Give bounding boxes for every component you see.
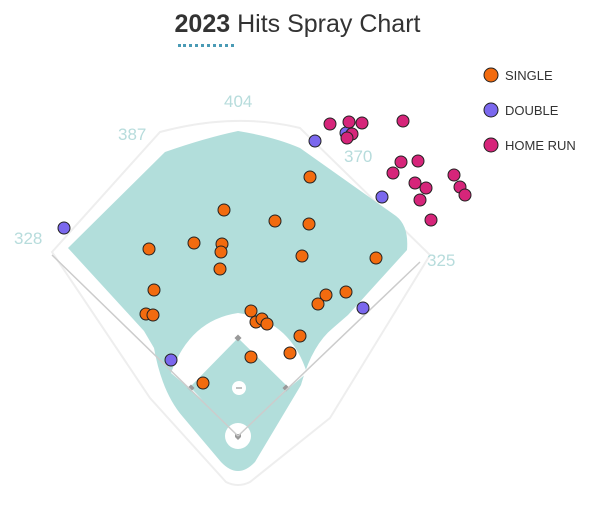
fence-distance-left-center: 387 bbox=[118, 125, 146, 144]
left-foul-line bbox=[51, 254, 239, 437]
fence-distance-left: 328 bbox=[14, 229, 42, 248]
point-single-0 bbox=[303, 170, 317, 184]
outfield-grass bbox=[68, 131, 408, 471]
third-base bbox=[187, 384, 195, 392]
second-base bbox=[234, 334, 242, 342]
point-home-run-14 bbox=[413, 193, 427, 207]
title-text: Hits Spray Chart bbox=[237, 10, 421, 38]
point-home-run-1 bbox=[342, 115, 356, 129]
fence-distance-right-center: 370 bbox=[344, 147, 372, 166]
chart-title: 2023 Hits Spray Chart bbox=[0, 10, 595, 39]
legend-marker-double bbox=[483, 102, 499, 118]
point-home-run-2 bbox=[355, 116, 369, 130]
point-home-run-5 bbox=[340, 131, 354, 145]
point-single-7 bbox=[214, 245, 228, 259]
point-home-run-3 bbox=[396, 114, 410, 128]
point-home-run-15 bbox=[424, 213, 438, 227]
point-home-run-6 bbox=[394, 155, 408, 169]
point-single-12 bbox=[319, 288, 333, 302]
point-single-16 bbox=[146, 308, 160, 322]
point-double-0 bbox=[57, 221, 71, 235]
point-single-3 bbox=[302, 217, 316, 231]
point-double-3 bbox=[375, 190, 389, 204]
point-double-1 bbox=[308, 134, 322, 148]
point-single-10 bbox=[213, 262, 227, 276]
point-single-11 bbox=[147, 283, 161, 297]
point-home-run-11 bbox=[419, 181, 433, 195]
point-single-20 bbox=[260, 317, 274, 331]
point-single-24 bbox=[196, 376, 210, 390]
point-single-8 bbox=[295, 249, 309, 263]
point-single-23 bbox=[244, 350, 258, 364]
point-home-run-10 bbox=[408, 176, 422, 190]
point-single-9 bbox=[369, 251, 383, 265]
hit-points bbox=[57, 114, 472, 390]
title-year: 2023 bbox=[174, 10, 231, 38]
point-double-5 bbox=[164, 353, 178, 367]
legend-label-home-run: HOME RUN bbox=[505, 138, 576, 153]
point-single-4 bbox=[142, 242, 156, 256]
first-base bbox=[282, 384, 290, 392]
legend-label-double: DOUBLE bbox=[505, 103, 559, 118]
point-single-2 bbox=[268, 214, 282, 228]
point-single-13 bbox=[339, 285, 353, 299]
point-single-14 bbox=[311, 297, 325, 311]
point-single-21 bbox=[293, 329, 307, 343]
point-single-1 bbox=[217, 203, 231, 217]
point-double-4 bbox=[356, 301, 370, 315]
point-home-run-9 bbox=[447, 168, 461, 182]
legend: SINGLE DOUBLE HOME RUN bbox=[483, 67, 576, 153]
legend-marker-single bbox=[483, 67, 499, 83]
right-foul-line bbox=[237, 261, 421, 437]
point-single-5 bbox=[187, 236, 201, 250]
point-home-run-13 bbox=[458, 188, 472, 202]
fence-distance-right: 325 bbox=[427, 251, 455, 270]
point-home-run-0 bbox=[323, 117, 337, 131]
title-underline bbox=[178, 44, 234, 47]
point-home-run-7 bbox=[411, 154, 425, 168]
point-single-17 bbox=[244, 304, 258, 318]
fence-distance-center: 404 bbox=[224, 92, 252, 111]
legend-label-single: SINGLE bbox=[505, 68, 553, 83]
point-home-run-8 bbox=[386, 166, 400, 180]
legend-marker-home-run bbox=[483, 137, 499, 153]
point-single-22 bbox=[283, 346, 297, 360]
